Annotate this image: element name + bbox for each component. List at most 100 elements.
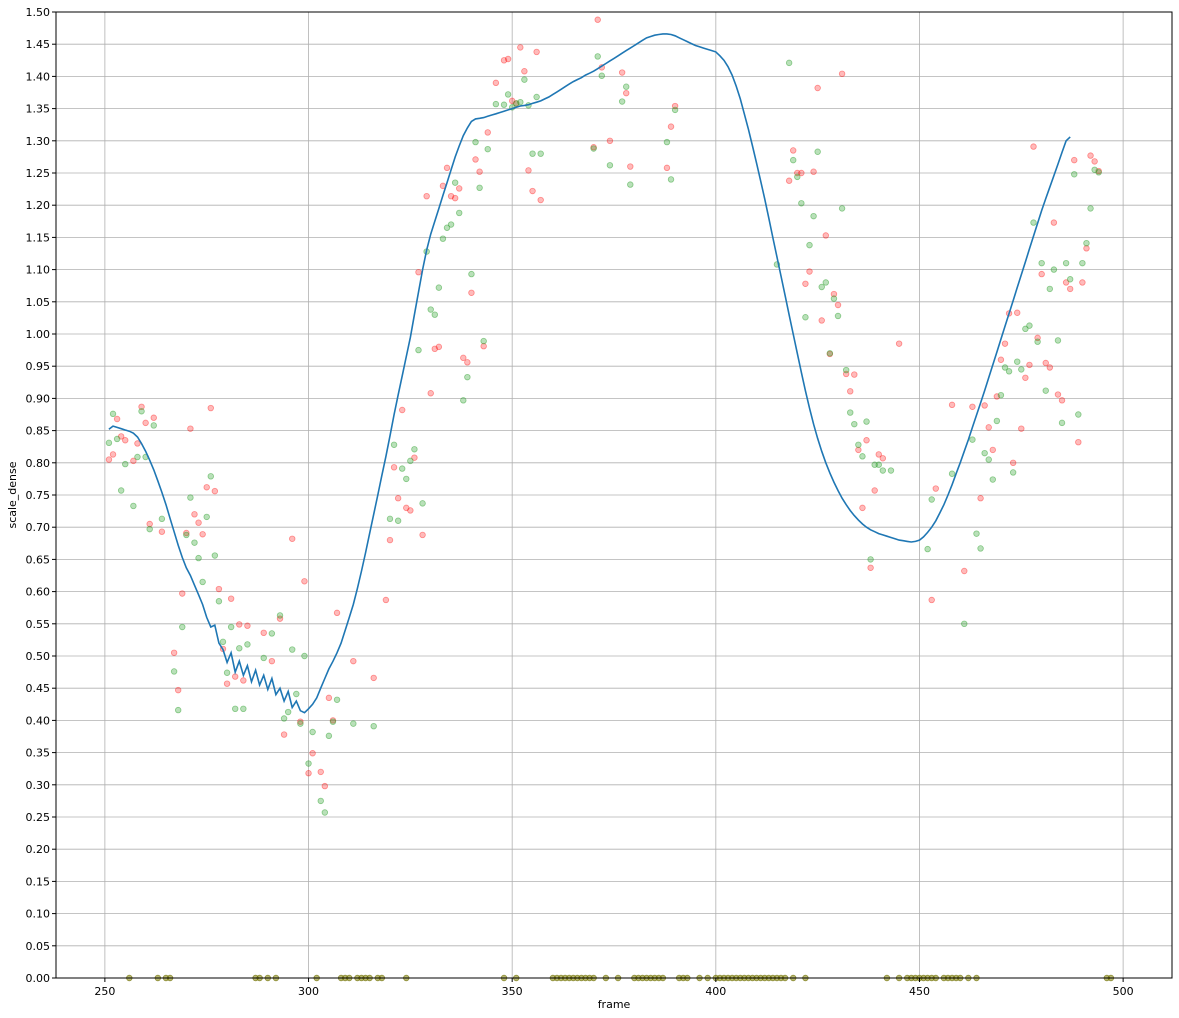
red-point [606,137,614,144]
red-point [1018,425,1025,432]
green-point [117,487,125,494]
red-point [838,70,846,78]
green-point [122,460,129,468]
red-point [1058,397,1066,404]
green-point [1083,239,1090,247]
red-point [977,495,984,502]
green-point [1030,219,1037,226]
red-point [150,414,157,421]
red-point [847,388,854,395]
axis-ticks: 250 300 350 400 450 500 0.00 0.05 0.10 0.15 0.20 0.… [26,6,1134,998]
green-point [663,138,671,146]
green-point [851,420,858,428]
red-point [594,16,601,23]
red-point [464,359,471,366]
green-point [215,598,223,605]
green-point [223,669,231,676]
green-point [500,101,508,108]
green-point [1046,285,1054,293]
green-point [476,184,483,192]
green-point [1095,169,1102,176]
red-point [174,686,182,694]
green-point [187,494,194,501]
red-point [802,280,809,287]
red-point [134,440,141,447]
red-point [301,578,308,585]
red-point [867,564,874,571]
green-point [826,350,834,357]
red-point [179,590,186,597]
red-point [240,677,247,684]
red-point [822,232,829,239]
green-point [105,439,113,447]
green-point [928,496,935,503]
red-point [451,194,459,202]
green-point [1034,338,1041,345]
red-point [297,718,304,725]
red-point [1071,156,1078,164]
red-point [305,770,312,777]
red-point [195,519,202,526]
green-point [447,221,455,228]
green-point [109,410,117,418]
green-point [232,705,239,713]
green-point [504,91,512,98]
green-point [1001,364,1009,371]
green-point [439,235,447,242]
red-point [1046,364,1054,371]
y-tick-label: 0.00 [26,972,51,985]
green-point [1042,387,1049,394]
red-point [537,196,544,204]
red-point [663,164,671,172]
green-point [1087,205,1094,212]
x-tick-label: 400 [705,985,726,998]
y-tick-label: 0.35 [26,747,51,760]
green-point [981,449,988,457]
green-point [598,72,605,79]
red-point [244,622,251,629]
green-point [419,500,426,507]
red-point [427,390,434,397]
green-point [293,690,300,698]
green-point [415,346,422,354]
green-point [333,696,341,703]
red-point [1014,309,1021,316]
green-point [785,59,793,67]
green-point [492,100,500,108]
red-point [480,343,487,350]
green-point [838,205,846,212]
green-point [834,312,842,320]
y-tick-label: 0.85 [26,425,51,438]
y-tick-label: 1.35 [26,103,51,116]
y-tick-label: 0.15 [26,875,51,888]
green-point [606,162,614,169]
green-point [671,106,679,114]
green-point [973,530,980,537]
green-point [174,706,182,714]
green-point [399,465,406,472]
green-point [431,311,438,318]
green-point [158,515,166,523]
green-point [219,638,227,646]
red-point [1050,219,1058,226]
green-point [1014,358,1021,365]
red-point [122,437,129,444]
green-point [818,283,825,291]
green-point [1071,171,1078,178]
green-point [1062,259,1070,267]
y-tick-label: 0.50 [26,650,51,663]
green-point [244,641,251,648]
red-point [492,79,500,87]
green-point [618,98,626,105]
green-point [993,417,1001,425]
green-point [317,797,324,805]
red-point [211,487,219,495]
y-tick-label: 1.00 [26,328,51,341]
green-point [427,306,434,313]
green-point [280,715,288,722]
green-point [394,517,402,524]
red-point [268,657,276,665]
red-point [407,507,414,514]
y-tick-label: 0.65 [26,553,51,566]
red-point [525,167,532,174]
